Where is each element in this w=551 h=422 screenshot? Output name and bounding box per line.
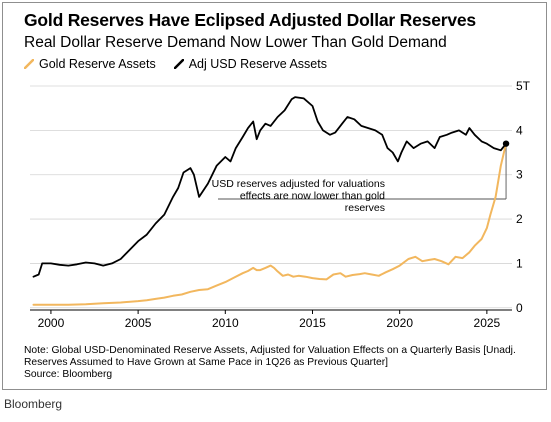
note-line: Note: Global USD-Denominated Reserve Ass… (24, 345, 516, 356)
legend-label-gold: Gold Reserve Assets (39, 57, 156, 71)
y-tick-label: 5T (516, 79, 531, 93)
x-tick-label: 2025 (474, 316, 501, 330)
x-tick-label: 2020 (386, 316, 413, 330)
legend-swatch-usd (173, 59, 184, 69)
chart-note: Note: Global USD-Denominated Reserve Ass… (24, 345, 529, 381)
y-tick-label: 0 (516, 301, 523, 315)
annotation-text: USD reserves adjusted for valuations (212, 178, 385, 190)
x-tick-label: 2015 (299, 316, 326, 330)
chart-frame (2, 2, 547, 390)
source-line: Source: Bloomberg (24, 369, 113, 380)
annotation-text: effects are now lower than gold (240, 190, 385, 202)
chart-subtitle: Real Dollar Reserve Demand Now Lower Tha… (24, 34, 447, 51)
annotation-text: reserves (345, 202, 385, 214)
series-line-usd (32, 96, 507, 278)
legend-label-usd: Adj USD Reserve Assets (188, 57, 327, 71)
y-tick-label: 2 (516, 212, 523, 226)
y-tick-label: 3 (516, 168, 523, 182)
brand-label: Bloomberg (4, 397, 63, 411)
line-chart: 2000 2005 2010 2015 2020 2025 0 1 2 3 4 5T USD reser… (30, 79, 531, 330)
series-line-gold (32, 142, 507, 306)
legend: Gold Reserve Assets Adj USD Reserve Asse… (24, 57, 345, 71)
legend-swatch-gold (24, 59, 34, 69)
x-tick-label: 2005 (125, 316, 152, 330)
legend-item-usd: Adj USD Reserve Assets (173, 57, 327, 71)
y-tick-label: 1 (516, 256, 523, 270)
chart-title: Gold Reserves Have Eclipsed Adjusted Dol… (24, 10, 476, 30)
note-line: Reserves Assumed to Have Grown at Same P… (24, 357, 388, 368)
legend-item-gold: Gold Reserve Assets (24, 57, 156, 71)
x-tick-label: 2000 (38, 316, 65, 330)
y-tick-label: 4 (516, 123, 523, 137)
x-tick-label: 2010 (212, 316, 239, 330)
crossover-point (502, 140, 510, 147)
